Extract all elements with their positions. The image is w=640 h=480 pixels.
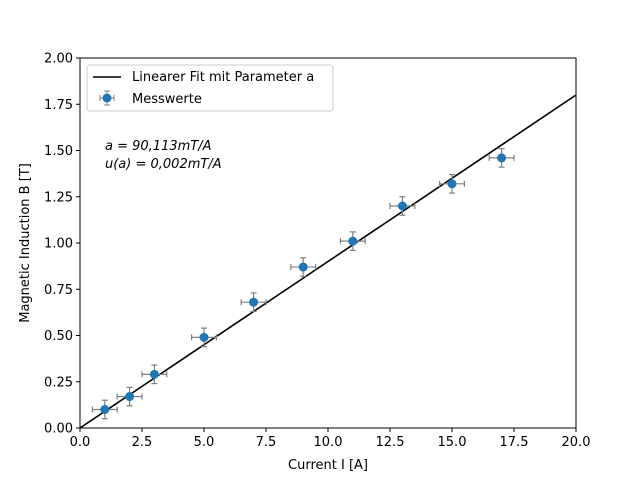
x-tick-label: 15.0: [438, 435, 467, 450]
data-marker: [149, 369, 159, 379]
y-tick-label: 0.50: [44, 329, 73, 344]
y-tick-label: 1.50: [44, 144, 73, 159]
y-tick-label: 1.00: [44, 237, 73, 252]
y-tick-label: 1.25: [44, 190, 73, 205]
y-tick-label: 2.00: [44, 52, 73, 67]
data-marker: [348, 236, 358, 246]
x-tick-label: 5.0: [194, 435, 215, 450]
y-tick-label: 1.75: [44, 98, 73, 113]
y-axis: 0.00 0.25 0.50 0.75 1.00 1.25 1.50 1.75 2.00: [44, 52, 80, 437]
legend-box: [86, 64, 334, 112]
legend: Linearer Fit mit Parameter a Messwerte: [86, 64, 334, 112]
x-axis: 0.0 2.5 5.0 7.5 10.0 12.5 15.0 17.5 20.0: [70, 428, 591, 450]
legend-label-fit: Linearer Fit mit Parameter a: [132, 70, 314, 85]
data-point: [91, 399, 118, 420]
x-tick-label: 20.0: [562, 435, 591, 450]
data-point: [141, 364, 168, 385]
data-marker: [199, 332, 209, 342]
y-tick-label: 0.25: [44, 375, 73, 390]
x-axis-label: Current I [A]: [288, 458, 368, 473]
data-marker: [100, 405, 110, 414]
data-point: [290, 257, 317, 277]
plot-area: [80, 58, 576, 428]
data-point: [389, 196, 416, 216]
data-point: [191, 327, 217, 348]
data-marker: [397, 201, 407, 211]
plot-frame: [79, 57, 577, 429]
x-tick-label: 17.5: [500, 435, 529, 450]
annotation-uncertainty: u(a) = 0,002mT/A: [105, 157, 222, 172]
x-tick-label: 12.5: [376, 435, 405, 450]
x-tick-label: 10.0: [314, 435, 343, 450]
legend-label-measurements: Messwerte: [132, 92, 202, 107]
data-marker: [249, 297, 259, 307]
x-tick-label: 0.0: [70, 435, 91, 450]
y-tick-label: 0.75: [44, 283, 73, 298]
series-layer: [79, 94, 577, 429]
legend-errorbar-swatch: [99, 90, 115, 106]
x-tick-label: 7.5: [256, 435, 277, 450]
data-point: [116, 386, 143, 407]
data-point: [339, 231, 366, 251]
data-marker: [125, 392, 135, 402]
data-marker: [298, 262, 308, 272]
data-point: [488, 148, 515, 168]
y-axis-label: Magnetic Induction B [T]: [18, 163, 33, 323]
data-point: [439, 173, 465, 194]
fit-line: [79, 94, 577, 429]
data-point: [240, 292, 267, 313]
y-tick-label: 0.00: [44, 422, 73, 437]
annotation-parameter: a = 90,113mT/A: [105, 139, 212, 154]
data-marker: [497, 153, 507, 163]
x-tick-label: 2.5: [132, 435, 153, 450]
data-marker: [447, 179, 457, 189]
